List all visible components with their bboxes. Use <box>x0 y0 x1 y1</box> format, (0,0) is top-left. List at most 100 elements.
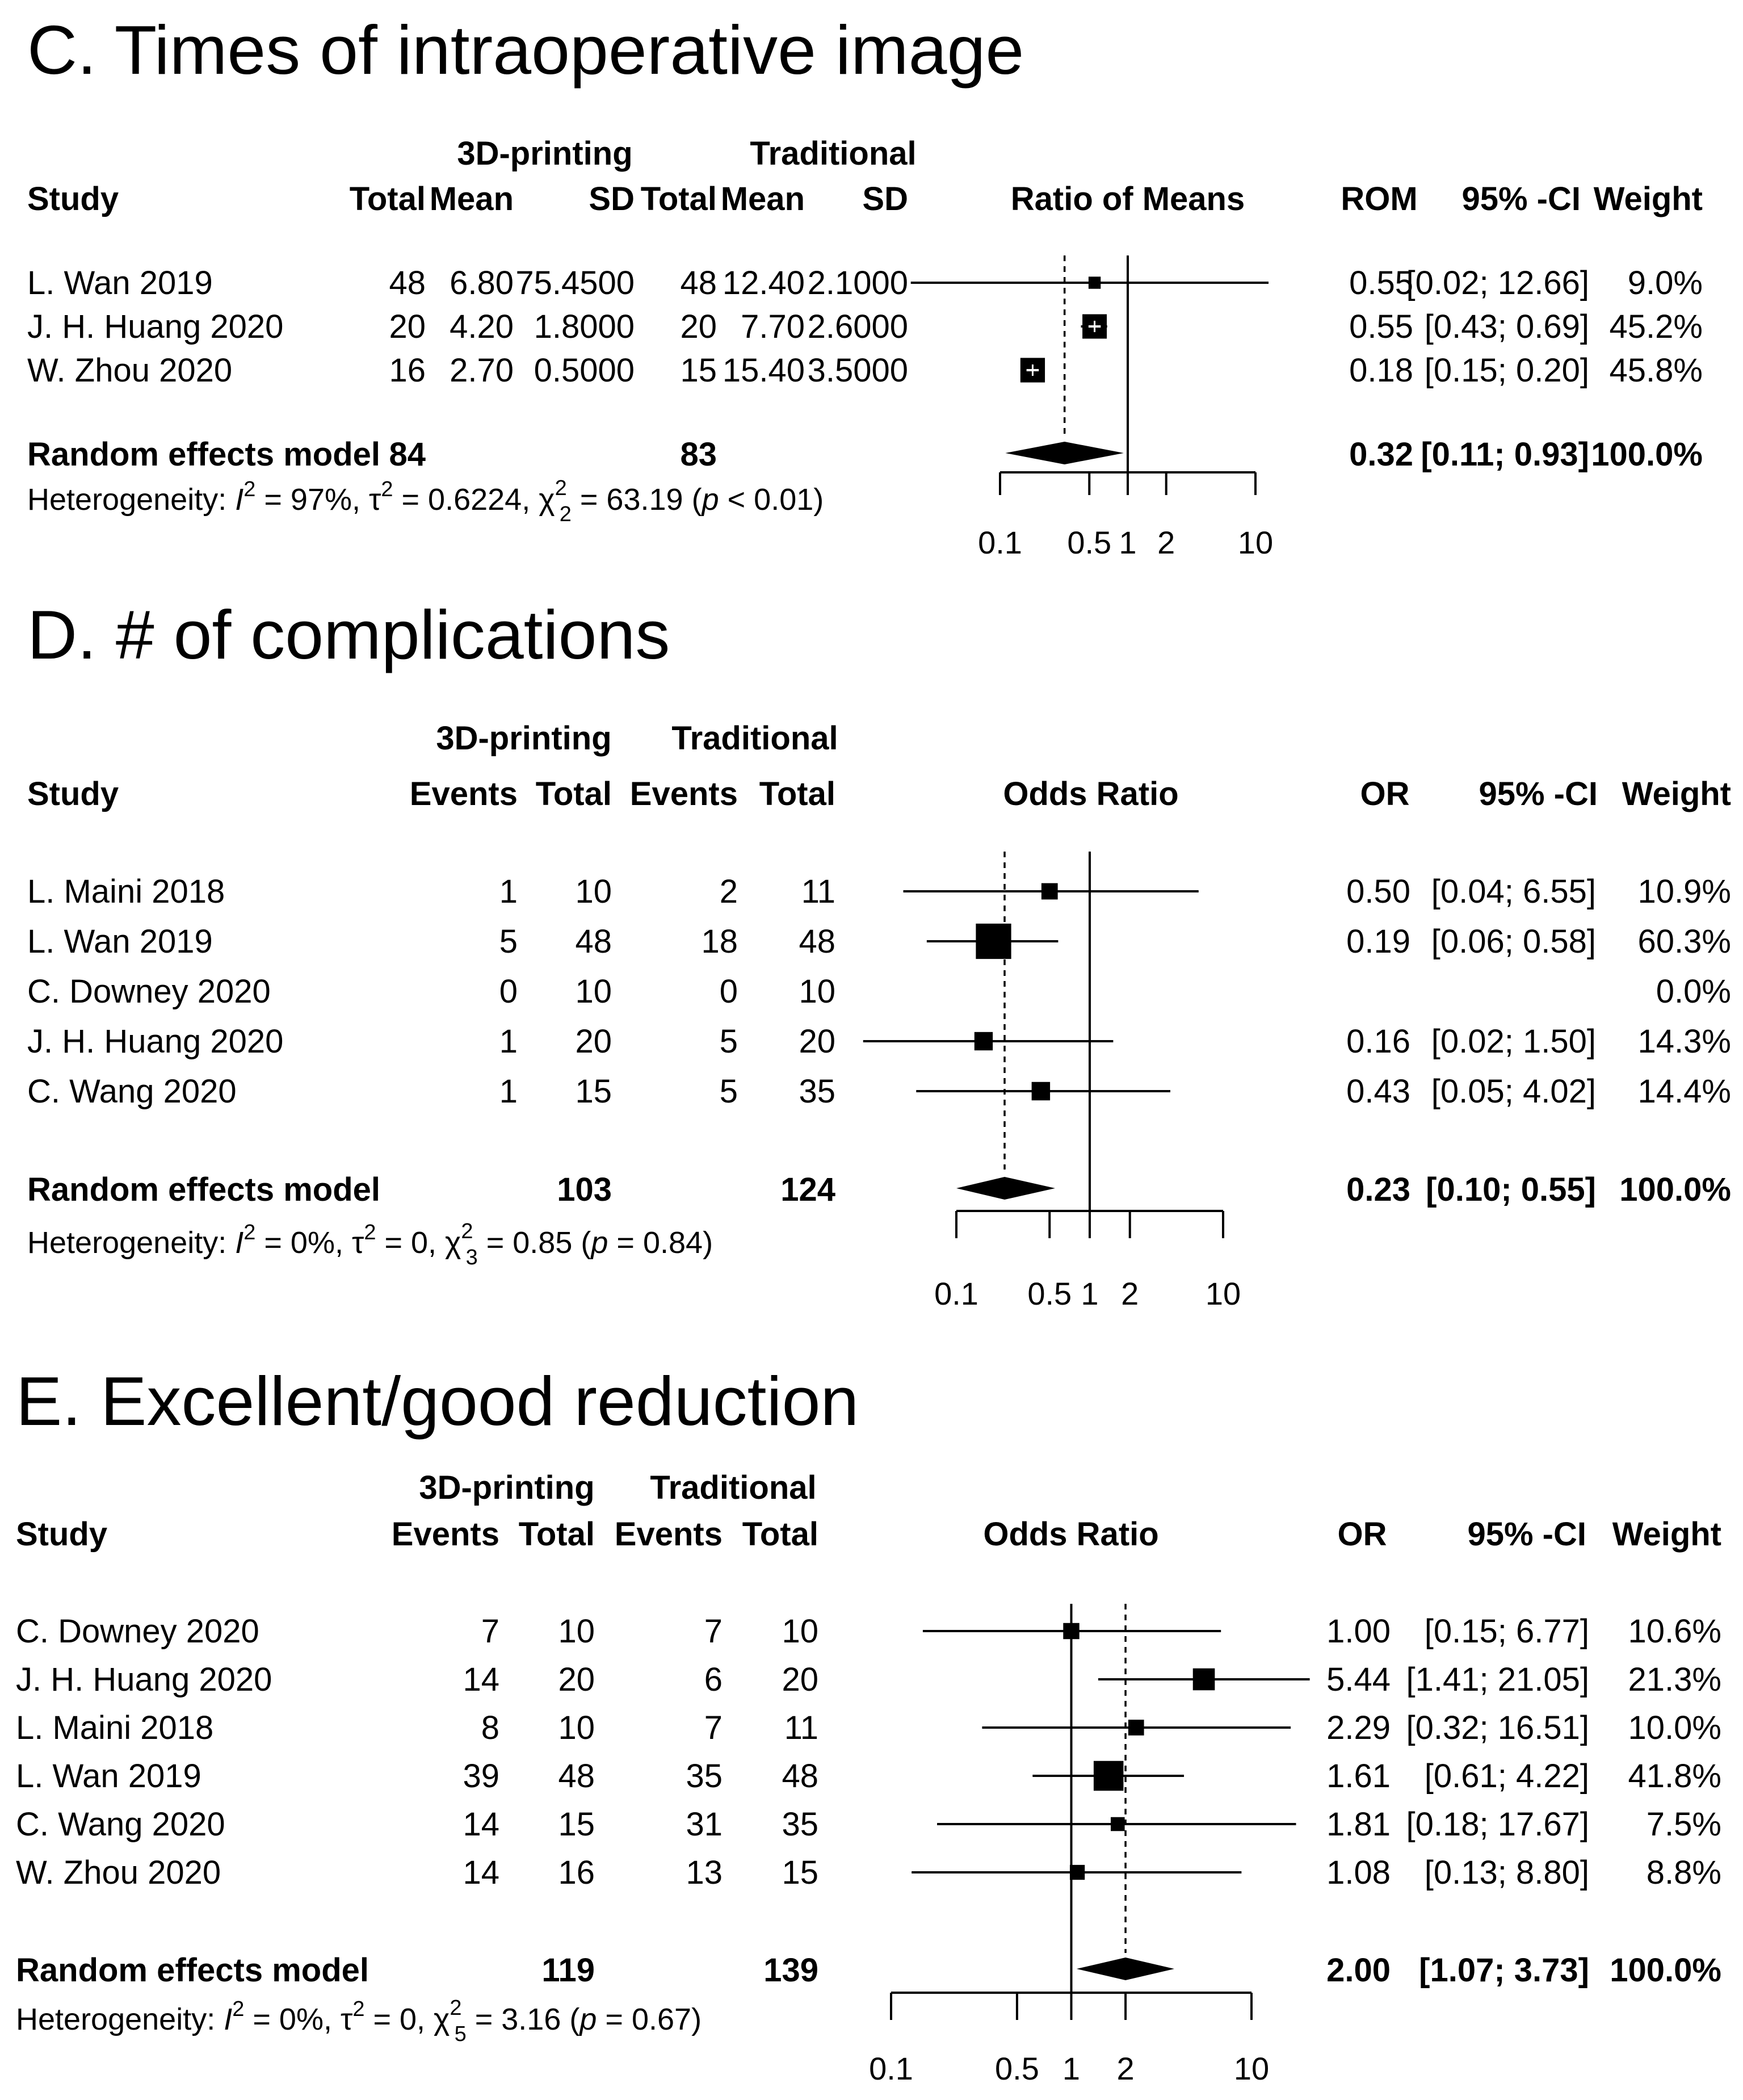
study-cell: 10 <box>558 1613 595 1650</box>
het-p-symbol: p <box>701 483 719 517</box>
pooled-ci: [0.11; 0.93] <box>1421 436 1589 473</box>
study-ci: [0.13; 8.80] <box>1425 1854 1589 1891</box>
pooled-cell: 103 <box>557 1171 612 1208</box>
x-axis-tick-label: 0.5 <box>1067 525 1111 560</box>
study-cell: 15.40 <box>723 352 805 389</box>
study-cell: 14 <box>463 1854 499 1891</box>
study-cell: 4.20 <box>450 308 514 345</box>
study-cell: 20 <box>782 1661 818 1698</box>
study-cell: 31 <box>686 1806 723 1843</box>
study-name: C. Wang 2020 <box>27 1073 237 1110</box>
estimate-header: OR <box>1338 1516 1387 1553</box>
study-point-marker <box>1192 1668 1215 1691</box>
het-eq: = <box>376 1226 411 1260</box>
het-paren: ( <box>572 1226 591 1260</box>
het-tau-sup: 2 <box>352 1997 364 2021</box>
column-header: Total <box>759 776 835 812</box>
het-chi-sup: 2 <box>555 476 567 500</box>
column-header: Events <box>630 776 738 812</box>
study-cell: 48 <box>389 265 426 301</box>
column-header: Study <box>16 1516 107 1553</box>
study-name: W. Zhou 2020 <box>27 352 232 389</box>
het-i-symbol: I <box>235 1226 243 1260</box>
study-cell: 48 <box>799 923 835 960</box>
study-ci: [1.41; 21.05] <box>1406 1661 1589 1698</box>
het-tau2-value: 0 <box>400 2002 417 2036</box>
het-chi2-value: 0.85 <box>513 1226 572 1260</box>
het-chi2-value: 63.19 <box>606 483 683 517</box>
x-axis-tick-label: 0.5 <box>995 2051 1039 2086</box>
x-axis-tick-label: 10 <box>1206 1276 1241 1311</box>
het-chi-sup: 2 <box>450 1996 461 2020</box>
study-cell: 0.5000 <box>534 352 635 389</box>
pooled-diamond <box>1076 1958 1175 1980</box>
het-space <box>719 483 728 517</box>
ci-header: 95% -CI <box>1479 776 1598 812</box>
study-cell: 0 <box>499 973 518 1010</box>
x-axis-tick-label: 0.1 <box>869 2051 913 2086</box>
pooled-weight: 100.0% <box>1591 436 1703 473</box>
study-ci: [0.32; 16.51] <box>1406 1709 1589 1746</box>
column-header: SD <box>589 181 635 217</box>
het-i2-value: 0% <box>279 2002 324 2036</box>
column-header: Total <box>742 1516 818 1553</box>
x-axis-tick-label: 2 <box>1121 1276 1139 1311</box>
pooled-name: Random effects model <box>27 1171 380 1208</box>
ci-header: 95% -CI <box>1467 1516 1586 1553</box>
het-p-value: < 0.01 <box>728 483 814 517</box>
forest-panel-2: E. Excellent/good reduction 3D-printing Tr… <box>16 1363 1721 2086</box>
study-point-marker <box>1128 1720 1144 1736</box>
study-cell: 48 <box>575 923 612 960</box>
study-point-marker <box>1031 1082 1051 1101</box>
study-cell: 10 <box>799 973 835 1010</box>
study-weight: 10.9% <box>1638 873 1731 910</box>
group-header: Traditional <box>750 135 916 172</box>
study-cell: 35 <box>799 1073 835 1110</box>
het-i2-value: 0% <box>291 1226 335 1260</box>
study-cell: 2.6000 <box>808 308 908 345</box>
het-chi-symbol: , χ <box>522 483 555 517</box>
forest-panel-1: D. # of complications 3D-printing Traditio… <box>27 596 1731 1311</box>
study-point-marker <box>976 923 1011 959</box>
study-name: J. H. Huang 2020 <box>16 1661 272 1698</box>
heterogeneity-text: Heterogeneity: I2 = 0%, τ2 = 0, χ2 5 = 3… <box>16 1988 702 2046</box>
study-cell: 7.70 <box>741 308 805 345</box>
column-header: Events <box>392 1516 499 1553</box>
het-prefix: Heterogeneity: <box>27 1226 235 1260</box>
het-eq: = <box>244 2002 279 2036</box>
study-name: J. H. Huang 2020 <box>27 308 283 345</box>
het-eq: = <box>364 2002 400 2036</box>
study-cell: 20 <box>558 1661 595 1698</box>
het-paren: ) <box>813 483 824 517</box>
het-tau2-value: 0 <box>411 1226 428 1260</box>
het-eq: = <box>255 1226 291 1260</box>
study-point-marker <box>1093 1761 1124 1791</box>
column-header: Study <box>27 776 119 812</box>
study-cell: 1 <box>499 873 518 910</box>
study-cell: 11 <box>784 1709 818 1746</box>
study-ci: [0.06; 0.58] <box>1431 923 1596 960</box>
het-p-symbol: p <box>590 1226 608 1260</box>
study-cell: 2.70 <box>450 352 514 389</box>
study-cell: 16 <box>389 352 426 389</box>
study-cell: 2.1000 <box>808 265 908 301</box>
x-axis-tick-label: 2 <box>1157 525 1175 560</box>
study-cell: 15 <box>782 1854 818 1891</box>
het-space <box>608 1226 616 1260</box>
pooled-cell: 119 <box>541 1952 595 1989</box>
het-eq: = <box>478 1226 513 1260</box>
study-cell: 48 <box>782 1758 818 1795</box>
group-header: Traditional <box>671 720 838 757</box>
het-i-symbol: I <box>224 2002 232 2036</box>
study-weight: 45.2% <box>1610 308 1703 345</box>
het-paren: ( <box>561 2002 579 2036</box>
forest-panel-0: C. Times of intraoperative image 3D-print… <box>27 11 1703 560</box>
pooled-ci: [1.07; 3.73] <box>1419 1952 1589 1989</box>
study-estimate: 2.29 <box>1326 1709 1391 1746</box>
study-estimate: 1.81 <box>1326 1806 1391 1843</box>
pooled-cell: 139 <box>763 1952 818 1989</box>
het-chi-df: 2 <box>560 502 572 526</box>
study-name: L. Maini 2018 <box>27 873 225 910</box>
study-ci: [0.02; 1.50] <box>1431 1023 1596 1060</box>
study-cell: 10 <box>575 873 612 910</box>
